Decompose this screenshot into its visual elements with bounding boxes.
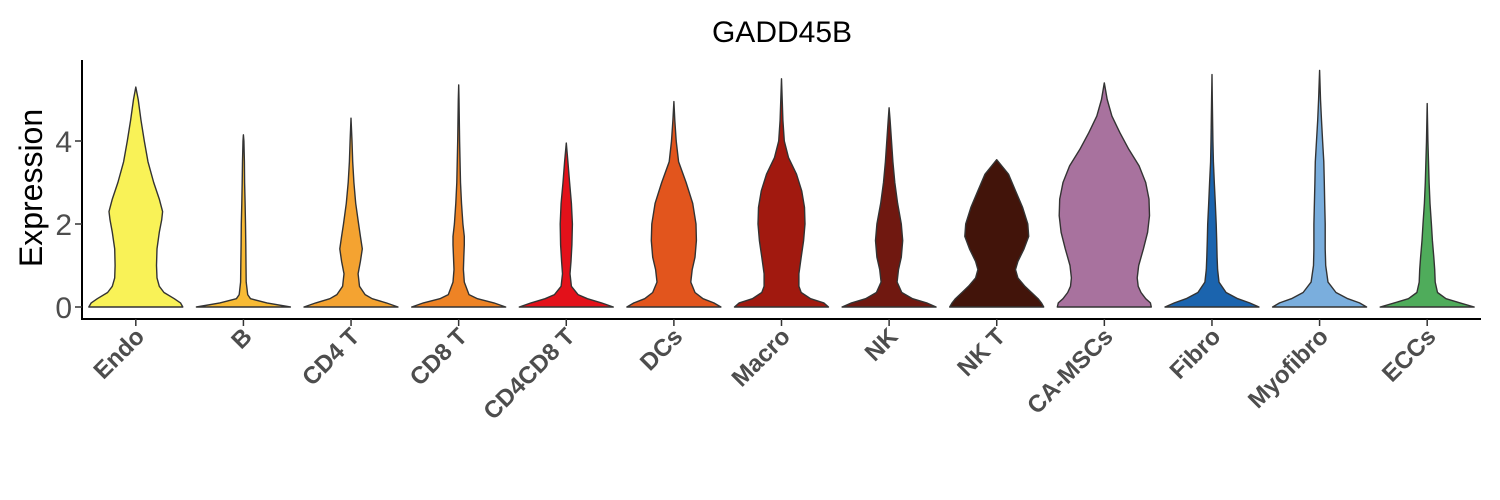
y-axis-label: Expression (13, 109, 49, 267)
y-tick-group: 0 2 4 (55, 126, 82, 325)
x-tick-label: B (226, 323, 257, 354)
x-tick-label: NK (860, 323, 904, 367)
x-tick-label: Macro (727, 323, 796, 392)
violin-dcs (626, 100, 722, 308)
x-tick-label: Endo (89, 323, 151, 385)
y-tick-label: 2 (55, 209, 72, 242)
x-tick-group: Endo B CD4 T CD8 T CD4CD8 T DCs Macro NK NK T CA-… (89, 319, 1441, 425)
violin-cd4cd8-t (518, 142, 614, 308)
x-tick-label: DCs (635, 323, 688, 376)
x-tick-label: CD4CD8 T (478, 323, 580, 425)
violin-eccs (1379, 102, 1475, 308)
x-tick-label: NK T (952, 323, 1011, 382)
violin-cd4-t (303, 117, 399, 308)
violin-endo (88, 86, 184, 308)
violin-fibro (1164, 73, 1260, 308)
violin-group (88, 69, 1475, 308)
x-tick-label: Fibro (1165, 323, 1227, 385)
x-tick-label: CD4 T (297, 323, 365, 391)
violin-nk (841, 107, 937, 308)
x-tick-label: CD8 T (405, 323, 473, 391)
violin-macro (733, 78, 830, 308)
violin-myofibro (1271, 69, 1368, 308)
y-tick-label: 4 (55, 126, 72, 159)
violin-cd8-t (411, 84, 507, 308)
y-tick-label: 0 (55, 292, 72, 325)
x-tick-label: CA-MSCs (1022, 323, 1118, 419)
violin-nk-t (949, 159, 1045, 308)
violin-ca-mscs (1056, 82, 1152, 308)
x-tick-label: ECCs (1377, 323, 1441, 387)
violin-b (195, 134, 292, 308)
x-tick-label: Myofibro (1243, 323, 1334, 414)
chart-title: GADD45B (712, 16, 852, 49)
